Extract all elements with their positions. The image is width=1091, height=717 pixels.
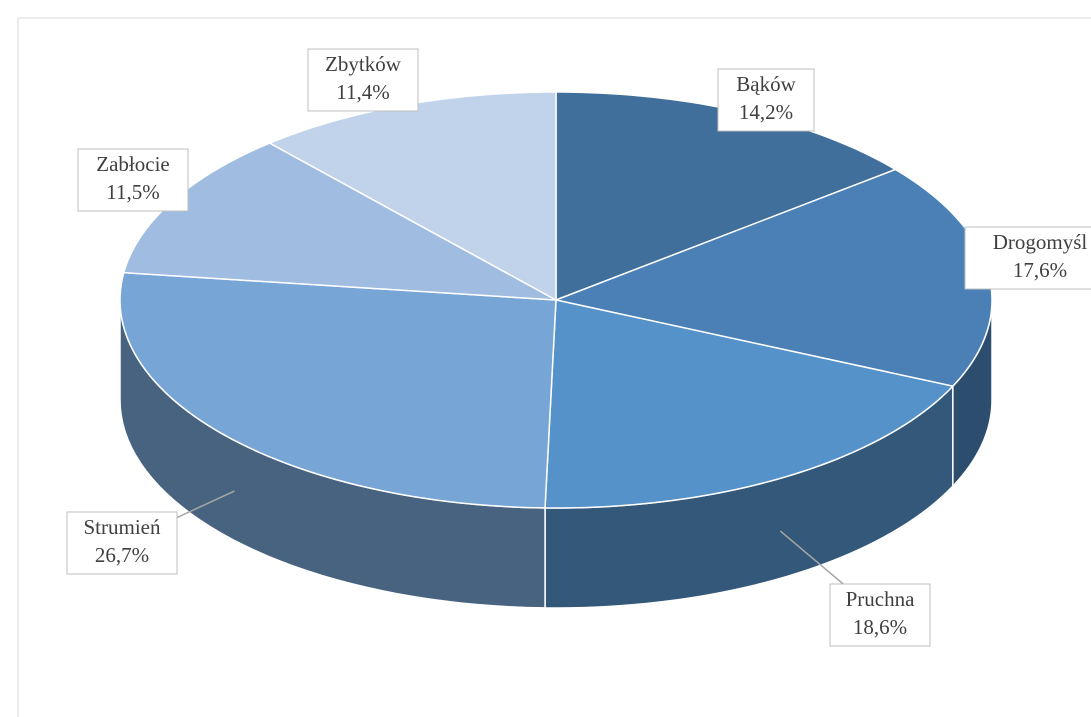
slice-label: Drogomyśl [993,230,1088,254]
label-box [77,148,189,212]
slice-value-label: 11,5% [106,180,159,204]
slice-label: Pruchna [846,587,915,611]
label-box [829,583,931,647]
label-box [66,511,178,575]
slice [119,271,557,509]
slice-value-label: 11,4% [336,80,389,104]
slice [544,299,955,509]
slice-label: Strumień [84,515,161,539]
label-box [717,68,815,132]
slice-value-label: 14,2% [739,100,793,124]
slice-value-label: 17,6% [1013,258,1067,282]
slice-label: Zbytków [325,52,402,76]
slice-value-label: 18,6% [853,615,907,639]
label-box [964,226,1091,290]
slice-value-label: 26,7% [95,543,149,567]
label-box [307,48,419,112]
chart-frame [17,17,1091,717]
slice-label: Bąków [736,72,796,96]
slice-label: Zabłocie [96,152,169,176]
